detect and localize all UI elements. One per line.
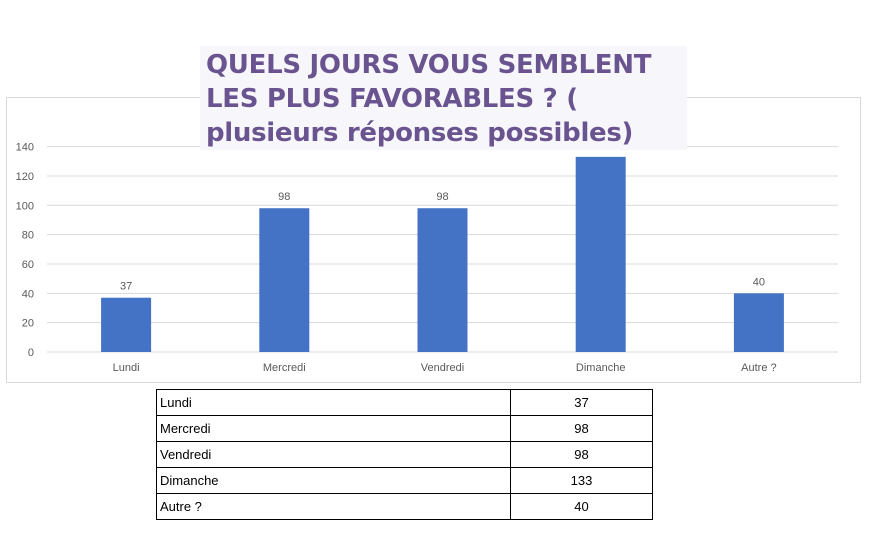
- x-tick-label: Mercredi: [263, 362, 306, 374]
- y-tick-label: 20: [22, 318, 34, 330]
- bar: [101, 297, 152, 352]
- y-tick-label: 80: [22, 230, 34, 242]
- y-tick-label: 140: [16, 142, 34, 154]
- table-cell-value: 98: [510, 441, 653, 468]
- table-cell-label: Mercredi: [156, 415, 511, 442]
- y-tick-label: 60: [22, 259, 34, 271]
- bar: [733, 293, 784, 352]
- table-row: Autre ? 40: [156, 493, 653, 520]
- x-tick-label: Autre ?: [741, 362, 776, 374]
- x-tick-label: Vendredi: [421, 362, 464, 374]
- data-label: 98: [436, 191, 448, 203]
- y-tick-label: 100: [16, 200, 34, 212]
- data-label: 37: [120, 281, 132, 293]
- x-tick-label: Dimanche: [576, 362, 626, 374]
- table-cell-value: 37: [510, 389, 653, 416]
- bar: [575, 156, 626, 352]
- data-label: 98: [278, 191, 290, 203]
- y-tick-label: 40: [22, 288, 34, 300]
- bar: [417, 208, 468, 352]
- table-cell-value: 98: [510, 415, 653, 442]
- table-cell-label: Autre ?: [156, 493, 511, 520]
- data-table: Lundi 37 Mercredi 98 Vendredi 98 Dimanch…: [156, 389, 653, 520]
- data-label: 40: [753, 276, 765, 288]
- table-cell-label: Lundi: [156, 389, 511, 416]
- table-cell-label: Dimanche: [156, 467, 511, 494]
- y-tick-label: 120: [16, 171, 34, 183]
- bar-chart: 0 20 40 60 80 100 120 140 37 Lundi 98 Mercredi 98 Ven…: [16, 142, 838, 374]
- table-row: Vendredi 98: [156, 441, 653, 468]
- bar: [259, 208, 310, 352]
- table-cell-value: 133: [510, 467, 653, 494]
- table-row: Mercredi 98: [156, 415, 653, 442]
- table-row: Lundi 37: [156, 389, 653, 416]
- chart-title-box: QUELS JOURS VOUS SEMBLENT LES PLUS FAVOR…: [200, 46, 687, 150]
- table-row: Dimanche 133: [156, 467, 653, 494]
- chart-title: QUELS JOURS VOUS SEMBLENT LES PLUS FAVOR…: [206, 50, 652, 148]
- table-cell-value: 40: [510, 493, 653, 520]
- x-tick-label: Lundi: [113, 362, 140, 374]
- y-tick-label: 0: [28, 347, 34, 359]
- table-cell-label: Vendredi: [156, 441, 511, 468]
